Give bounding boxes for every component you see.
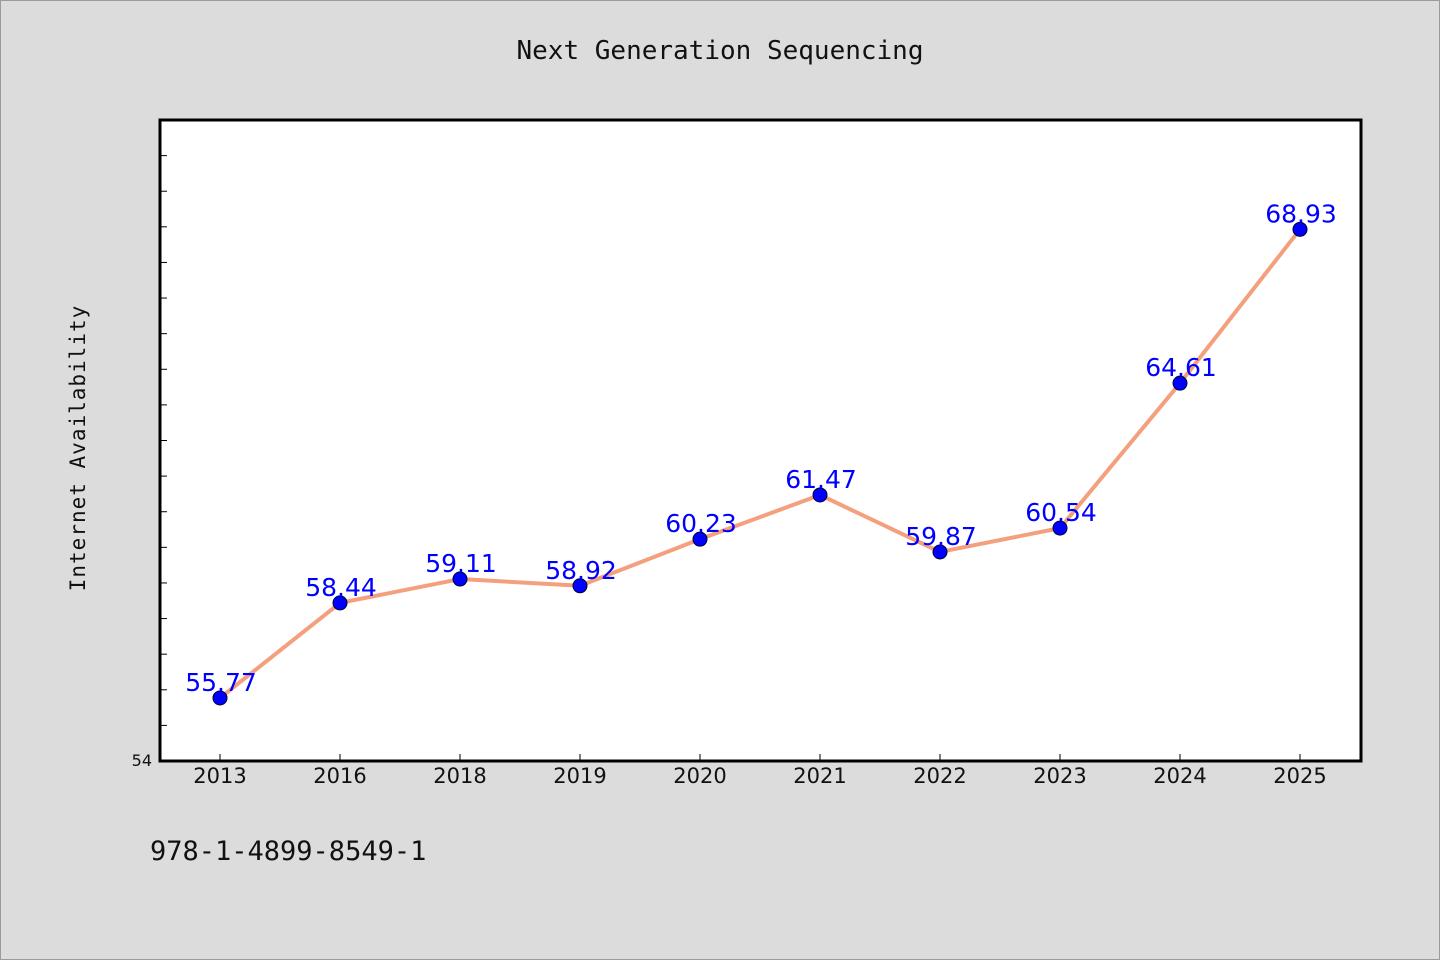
x-tick-label: 2013	[193, 764, 246, 788]
isbn-footer: 978-1-4899-8549-1	[150, 836, 427, 867]
x-tick-label: 2022	[913, 764, 966, 788]
data-label: 58.44	[305, 573, 377, 602]
data-label: 68.93	[1265, 199, 1337, 228]
x-tick-label: 2021	[793, 764, 846, 788]
data-label: 60.54	[1025, 498, 1097, 527]
x-tick-label: 2019	[553, 764, 606, 788]
data-point	[212, 690, 228, 706]
series-line	[218, 228, 1302, 700]
x-tick-label: 2020	[673, 764, 726, 788]
data-point	[452, 571, 468, 587]
data-label: 61.47	[785, 465, 857, 494]
data-label: 55.77	[185, 668, 257, 697]
y-tick-label: 54	[132, 751, 152, 770]
data-label: 60.23	[665, 509, 737, 538]
data-label: 59.87	[905, 522, 977, 551]
data-point	[1292, 221, 1308, 237]
x-tick-label: 2024	[1153, 764, 1206, 788]
data-point	[812, 487, 828, 503]
data-point	[572, 578, 588, 594]
plot-area: 54 2013 2016 2018 2019 2020 2021 2022 2023 2024 20…	[132, 118, 1363, 788]
data-point	[1172, 375, 1188, 391]
plot-background	[158, 118, 1363, 763]
data-point	[932, 544, 948, 560]
data-point	[1052, 520, 1068, 536]
data-point	[692, 531, 708, 547]
x-tick-label: 2023	[1033, 764, 1086, 788]
data-label: 58.92	[545, 556, 617, 585]
data-label: 64.61	[1145, 353, 1217, 382]
x-tick-label: 2016	[313, 764, 366, 788]
data-label: 59.11	[425, 549, 497, 578]
x-tick-label: 2018	[433, 764, 486, 788]
data-point	[332, 595, 348, 611]
x-tick-label: 2025	[1273, 764, 1326, 788]
chart-title: Next Generation Sequencing	[516, 36, 924, 66]
